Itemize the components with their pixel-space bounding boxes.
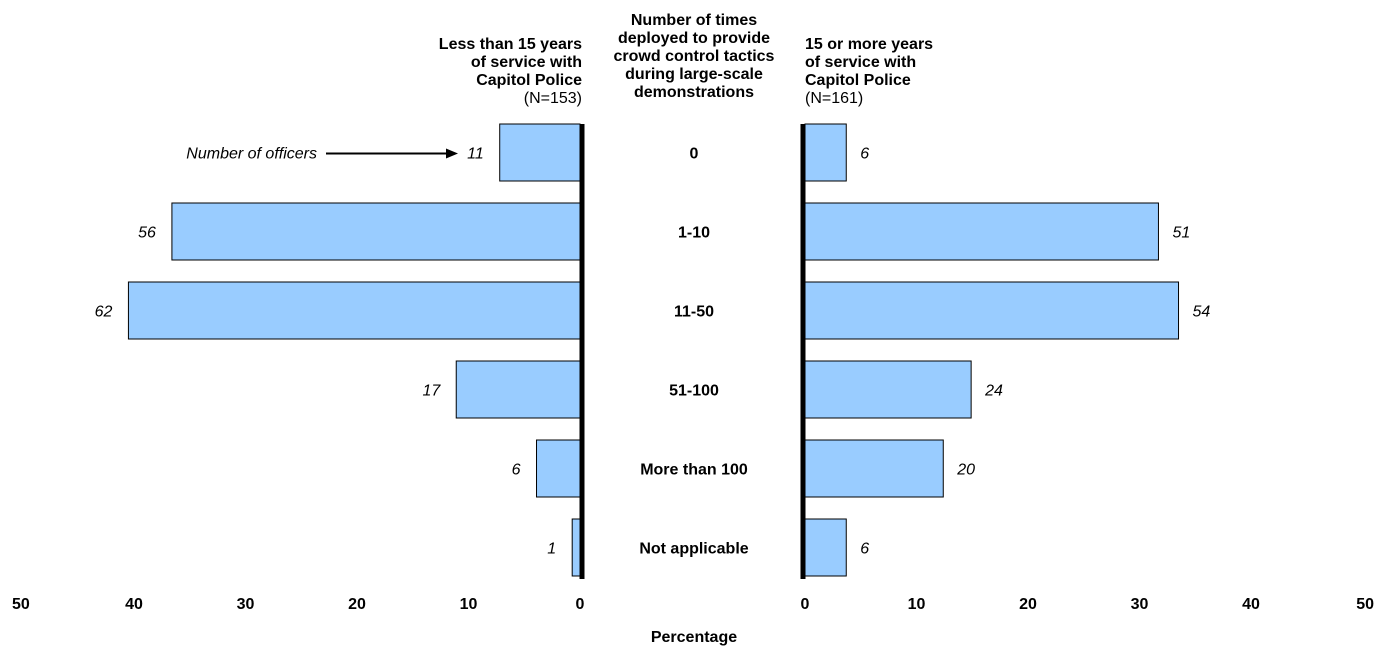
bar-left-5 xyxy=(571,518,581,577)
bar-right-5 xyxy=(804,518,847,577)
category-label-4: More than 100 xyxy=(640,462,748,479)
annotation-arrowhead xyxy=(446,148,458,159)
count-label-left-5: 1 xyxy=(547,541,556,558)
count-label-left-2: 62 xyxy=(95,304,113,321)
tick-left-2: 20 xyxy=(348,596,366,613)
count-label-right-0: 6 xyxy=(860,146,869,163)
category-label-0: 0 xyxy=(690,146,699,163)
count-label-right-3: 24 xyxy=(984,383,1003,400)
x-axis-label: Percentage xyxy=(651,629,737,646)
category-label-2: 11-50 xyxy=(674,304,714,321)
count-label-right-1: 51 xyxy=(1172,225,1190,242)
count-label-left-1: 56 xyxy=(138,225,156,242)
center-header-line-4: demonstrations xyxy=(634,84,754,101)
bar-left-3 xyxy=(455,360,581,419)
tick-right-0: 0 xyxy=(801,596,810,613)
tick-left-4: 40 xyxy=(125,596,143,613)
left-header-line-1: of service with xyxy=(471,54,582,71)
bar-left-1 xyxy=(171,202,581,261)
tick-right-5: 50 xyxy=(1356,596,1374,613)
tick-right-1: 10 xyxy=(908,596,926,613)
count-label-right-5: 6 xyxy=(860,541,869,558)
left-header-line-2: Capitol Police xyxy=(476,72,582,89)
bar-left-0 xyxy=(499,123,581,182)
bar-left-4 xyxy=(536,439,581,498)
right-header-line-0: 15 or more years xyxy=(805,36,933,53)
tick-right-3: 30 xyxy=(1131,596,1149,613)
category-label-5: Not applicable xyxy=(639,541,748,558)
right-header-n: (N=161) xyxy=(805,90,863,107)
count-label-left-4: 6 xyxy=(512,462,521,479)
tick-left-3: 30 xyxy=(237,596,255,613)
bar-right-2 xyxy=(804,281,1180,340)
left-header-n: (N=153) xyxy=(524,90,582,107)
count-label-right-2: 54 xyxy=(1193,304,1211,321)
center-header-line-0: Number of times xyxy=(631,12,757,29)
count-label-left-3: 17 xyxy=(422,383,441,400)
tick-left-5: 50 xyxy=(12,596,30,613)
bar-right-0 xyxy=(804,123,847,182)
bar-left-2 xyxy=(127,281,581,340)
count-label-right-4: 20 xyxy=(956,462,975,479)
category-label-1: 1-10 xyxy=(678,225,710,242)
bar-right-1 xyxy=(804,202,1159,261)
tick-left-0: 0 xyxy=(576,596,585,613)
center-header-line-2: crowd control tactics xyxy=(614,48,775,65)
tick-left-1: 10 xyxy=(460,596,478,613)
bar-right-4 xyxy=(804,439,944,498)
annotation-label: Number of officers xyxy=(186,146,317,163)
bar-right-3 xyxy=(804,360,972,419)
center-header-line-1: deployed to provide xyxy=(618,30,770,47)
right-header-line-1: of service with xyxy=(805,54,916,71)
category-label-3: 51-100 xyxy=(669,383,719,400)
left-header-line-0: Less than 15 years xyxy=(439,36,582,53)
center-header-line-3: during large-scale xyxy=(625,66,763,83)
tick-right-2: 20 xyxy=(1019,596,1037,613)
count-label-left-0: 11 xyxy=(467,146,484,163)
right-header-line-2: Capitol Police xyxy=(805,72,911,89)
tick-right-4: 40 xyxy=(1242,596,1260,613)
